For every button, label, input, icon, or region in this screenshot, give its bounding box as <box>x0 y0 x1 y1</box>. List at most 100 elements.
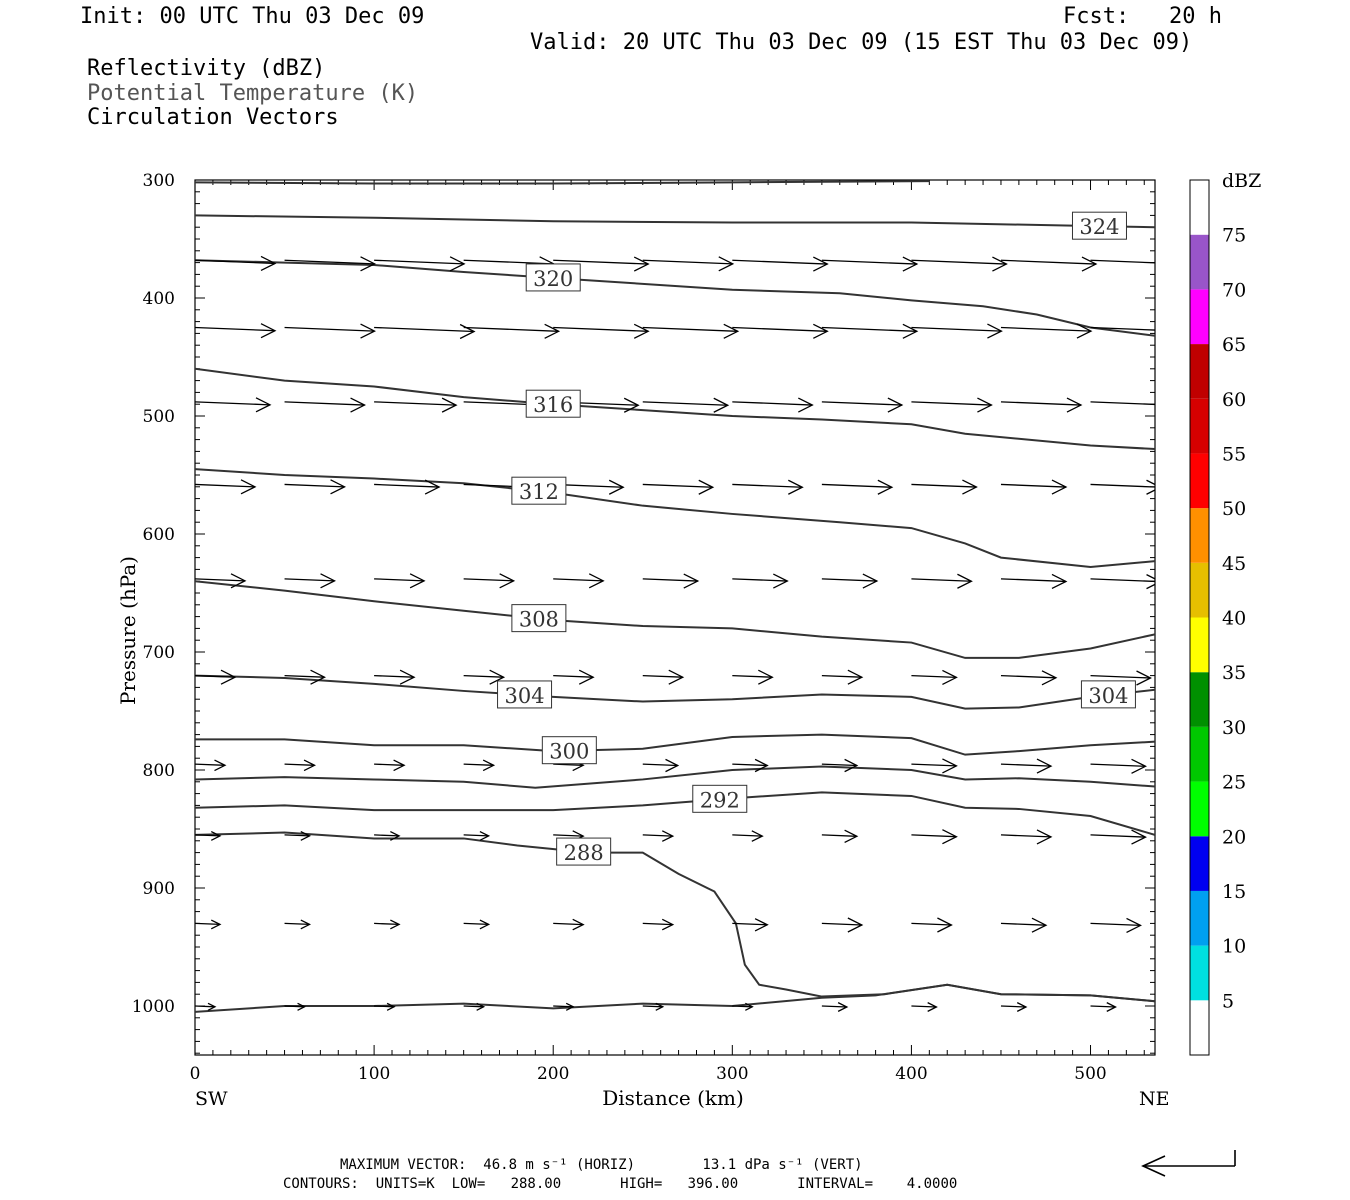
contour-label-304: 304 <box>1088 684 1128 708</box>
plot-frame <box>194 179 1156 1056</box>
vector-arrowhead <box>1051 479 1068 495</box>
vector-arrow <box>911 922 952 926</box>
x-end-label-sw: SW <box>195 1088 228 1110</box>
colorbar-frame <box>1189 179 1210 1056</box>
x-tick-label: 200 <box>537 1064 569 1084</box>
vector-arrow <box>821 401 902 406</box>
vector-arrowhead <box>489 669 506 685</box>
vector-arrow <box>1090 326 1155 331</box>
vector-arrowhead <box>441 397 458 413</box>
vector-arrow <box>1090 763 1146 767</box>
contour-label-box <box>556 837 612 866</box>
vector-arrow <box>284 578 335 582</box>
vector-arrow <box>821 578 877 582</box>
vector-arrow <box>732 1005 753 1008</box>
vector-arrowhead <box>633 256 650 272</box>
vector-arrowhead <box>844 758 859 773</box>
vector-arrow <box>553 763 584 766</box>
vector-arrow <box>284 326 375 332</box>
vector-arrowhead <box>798 397 814 413</box>
vector-arrow <box>1090 1005 1116 1008</box>
vector-arrowhead <box>214 759 227 772</box>
vector-arrowhead <box>942 829 958 845</box>
colorbar-swatch <box>1190 781 1209 837</box>
contour-label-box <box>497 680 553 709</box>
x-tick-label: 500 <box>1074 1064 1106 1084</box>
vector-arrow <box>642 763 678 767</box>
colorbar-label: 15 <box>1222 881 1246 903</box>
vector-arrowhead <box>1136 670 1152 686</box>
vector-arrow <box>911 578 972 582</box>
contour-info-note: CONTOURS: UNITS=K LOW= 288.00 HIGH= 396.… <box>283 1176 958 1192</box>
vector-arrow <box>732 401 813 406</box>
vector-arrow <box>374 578 425 582</box>
vector-arrowhead <box>847 917 864 933</box>
colorbar-swatch <box>1190 617 1209 673</box>
vector-arrowhead <box>499 573 516 589</box>
vector-arrowhead <box>390 830 401 841</box>
vector-arrowhead <box>479 830 491 841</box>
contour-label-316: 316 <box>533 393 573 417</box>
vector-arrowhead <box>350 397 367 413</box>
vector-arrowhead <box>902 256 919 272</box>
contour-label-box <box>511 604 567 633</box>
vector-arrow <box>1000 578 1066 583</box>
vector-arrow <box>911 763 957 767</box>
x-end-label-ne: NE <box>1139 1088 1170 1110</box>
colorbar-swatch <box>1190 726 1209 782</box>
vector-arrowhead <box>476 1002 486 1011</box>
colorbar-swatch <box>1190 344 1209 399</box>
vector-arrowhead <box>1146 479 1155 495</box>
colorbar-label: 50 <box>1222 498 1246 520</box>
vector-arrow <box>1090 674 1151 679</box>
vector-arrow <box>374 834 400 837</box>
vector-arrow <box>463 326 559 332</box>
vector-arrowhead <box>479 919 491 930</box>
y-axis-label: Pressure (hPa) <box>116 556 140 705</box>
vector-arrow <box>732 259 828 265</box>
vector-arrowhead <box>393 759 406 772</box>
contour-label-312: 312 <box>519 480 559 504</box>
colorbar-label: 25 <box>1222 772 1246 794</box>
vector-arrowhead <box>987 323 1003 339</box>
vector-arrow <box>642 259 733 265</box>
vector-arrowhead <box>386 1002 396 1011</box>
vector-arrow <box>553 834 584 837</box>
vector-arrow <box>284 259 375 265</box>
vector-arrowhead <box>1041 670 1058 686</box>
contour-label-box <box>525 389 581 418</box>
vector-arrowhead <box>320 573 337 589</box>
vector-arrow <box>1000 922 1046 926</box>
vector-arrowhead <box>310 669 327 685</box>
colorbar-swatch <box>1190 234 1209 290</box>
vector-arrowhead <box>1172 257 1186 271</box>
vector-arrow <box>642 674 683 678</box>
vector-arrow <box>284 483 345 488</box>
x-tick-label: 400 <box>895 1064 927 1084</box>
y-tick-label: 600 <box>143 525 175 545</box>
vector-arrowhead <box>297 1002 307 1011</box>
vector-arrowhead <box>578 669 595 685</box>
vector-arrowhead <box>942 758 958 774</box>
vector-arrowhead <box>877 479 894 495</box>
vector-arrow <box>911 1005 937 1008</box>
forecast-hour: Fcst: 20 h <box>1063 4 1222 29</box>
reference-vector-icon <box>1141 1150 1236 1177</box>
vector-arrowhead <box>260 323 277 339</box>
vector-arrowhead <box>942 669 958 685</box>
vector-arrow <box>463 1005 484 1008</box>
vector-arrow <box>821 922 862 926</box>
vector-arrow <box>1000 401 1081 406</box>
theta-contour-320 <box>195 259 1155 337</box>
vector-arrowhead <box>230 573 247 589</box>
vector-arrow <box>1090 401 1155 406</box>
vector-arrowhead <box>1162 324 1176 338</box>
colorbar-label: 60 <box>1222 389 1246 411</box>
contour-label-304: 304 <box>505 684 545 708</box>
circulation-vectors <box>195 255 1186 1012</box>
vector-arrow <box>642 578 698 582</box>
vector-arrowhead <box>565 1002 575 1011</box>
contour-label-288: 288 <box>564 841 604 865</box>
colorbar-swatch <box>1190 945 1209 1001</box>
